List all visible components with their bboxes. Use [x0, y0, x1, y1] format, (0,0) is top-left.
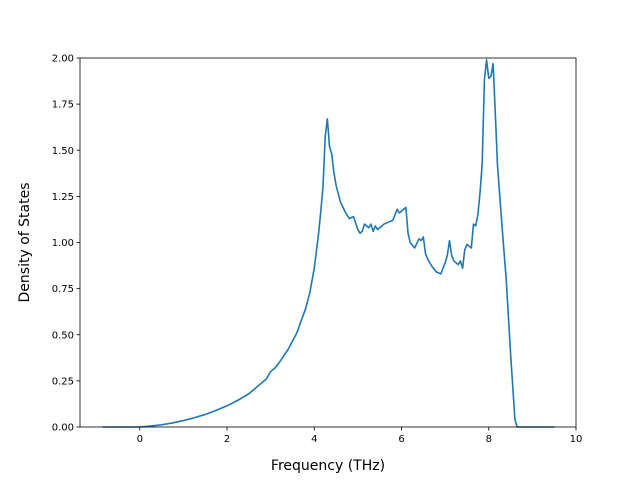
ticks-layer: 0 2 4 6 8 10 0.00 0.25 0.50 0.75 1.00 1.25 1.50 1.75 2…: [52, 54, 583, 446]
x-tick-label: 10: [570, 434, 583, 445]
y-tick-label: 1.75: [52, 100, 74, 111]
y-tick-label: 0.50: [52, 330, 74, 341]
y-tick-label: 1.50: [52, 146, 74, 157]
y-axis-label: Density of States: [17, 183, 33, 303]
x-tick-label: 2: [224, 434, 230, 445]
x-tick-label: 6: [398, 434, 404, 445]
y-tick-label: 1.00: [52, 238, 74, 249]
y-tick-label: 0.75: [52, 284, 74, 295]
y-tick-label: 2.00: [52, 54, 74, 65]
x-tick-label: 0: [137, 434, 143, 445]
y-tick-label: 0.00: [52, 423, 74, 434]
dos-series-line: [102, 59, 555, 428]
x-tick-label: 8: [486, 434, 492, 445]
x-axis-label: Frequency (THz): [271, 458, 385, 474]
plot-frame: [79, 57, 577, 428]
x-tick-label: 4: [311, 434, 317, 445]
y-tick-label: 1.25: [52, 192, 74, 203]
y-tick-label: 0.25: [52, 376, 74, 387]
plot-area-background: [80, 58, 576, 427]
